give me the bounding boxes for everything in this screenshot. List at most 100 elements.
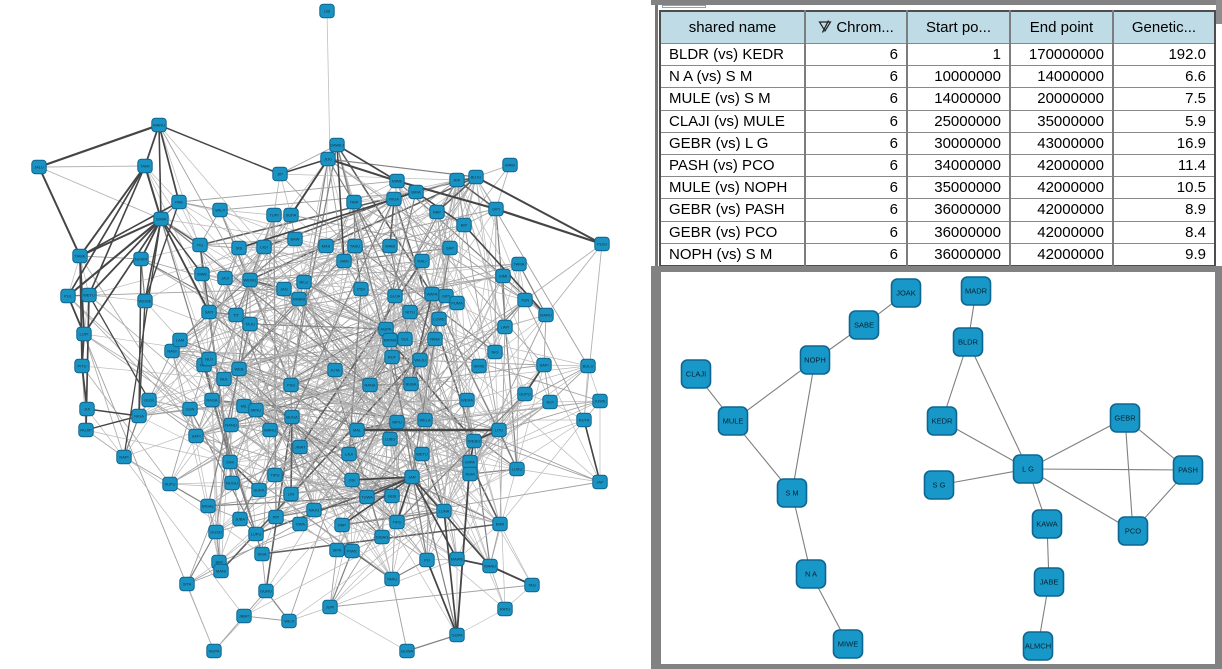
svg-text:NASI: NASI xyxy=(167,349,176,354)
svg-text:GISAG: GISAG xyxy=(376,535,389,540)
svg-text:RIP: RIP xyxy=(454,178,461,183)
svg-text:LIGI: LIGI xyxy=(260,245,268,250)
svg-text:LIB: LIB xyxy=(324,9,330,14)
svg-text:NIWE: NIWE xyxy=(392,179,403,184)
svg-text:GUWA: GUWA xyxy=(401,649,414,654)
svg-text:LUBU: LUBU xyxy=(385,437,396,442)
svg-text:PIGI: PIGI xyxy=(287,383,295,388)
svg-text:SIMIS: SIMIS xyxy=(474,364,485,369)
svg-text:GIPI: GIPI xyxy=(442,294,450,299)
svg-text:SIWE: SIWE xyxy=(197,272,208,277)
svg-text:SAPI: SAPI xyxy=(539,363,548,368)
svg-text:JAMI: JAMI xyxy=(339,259,348,264)
svg-text:WEB: WEB xyxy=(234,367,243,372)
svg-text:PIP: PIP xyxy=(273,515,280,520)
svg-text:TAJU: TAJU xyxy=(245,322,255,327)
svg-text:SAPI: SAPI xyxy=(191,434,200,439)
svg-text:WARU: WARU xyxy=(153,123,165,128)
svg-text:TAWE: TAWE xyxy=(74,254,85,259)
svg-text:TIPU: TIPU xyxy=(392,520,401,525)
svg-text:GUN: GUN xyxy=(186,407,195,412)
svg-text:SUPA: SUPA xyxy=(286,213,297,218)
svg-text:WEMU: WEMU xyxy=(244,278,257,283)
svg-text:NUGU: NUGU xyxy=(226,481,238,486)
svg-text:S M: S M xyxy=(785,489,798,498)
svg-text:SISA: SISA xyxy=(257,552,266,557)
svg-text:NUM: NUM xyxy=(465,472,474,477)
svg-text:BILU: BILU xyxy=(300,280,309,285)
svg-text:JIJU: JIJU xyxy=(324,157,332,162)
svg-text:GIMI: GIMI xyxy=(499,274,508,279)
svg-text:JUTA: JUTA xyxy=(330,368,340,373)
svg-text:TIG: TIG xyxy=(197,243,204,248)
svg-text:GIWA: GIWA xyxy=(156,217,167,222)
svg-text:BIP: BIP xyxy=(461,223,468,228)
svg-text:GURU: GURU xyxy=(260,589,272,594)
svg-text:LAJI: LAJI xyxy=(345,452,353,457)
svg-text:MADR: MADR xyxy=(965,287,988,296)
svg-text:BUGA: BUGA xyxy=(286,415,298,420)
svg-text:BIMI: BIMI xyxy=(496,522,504,527)
svg-text:JIP: JIP xyxy=(277,172,283,177)
svg-text:ALMCH: ALMCH xyxy=(1025,642,1051,651)
svg-text:LUPU: LUPU xyxy=(251,532,262,537)
svg-text:RABIB: RABIB xyxy=(293,297,305,302)
svg-text:RASA: RASA xyxy=(207,398,218,403)
svg-text:PCO: PCO xyxy=(1125,527,1141,536)
svg-text:WEJI: WEJI xyxy=(284,619,294,624)
svg-text:TIT: TIT xyxy=(233,313,240,318)
svg-text:WANU: WANU xyxy=(484,564,496,569)
svg-text:TARI: TARI xyxy=(350,200,359,205)
svg-text:NAPI: NAPI xyxy=(119,455,128,460)
svg-text:TUPI: TUPI xyxy=(269,213,278,218)
svg-text:PIJ: PIJ xyxy=(424,558,430,563)
svg-text:MANI: MANI xyxy=(216,569,226,574)
svg-text:JUWE: JUWE xyxy=(594,399,606,404)
svg-text:S G: S G xyxy=(933,481,946,490)
svg-text:RUTA: RUTA xyxy=(579,418,590,423)
svg-text:BAW: BAW xyxy=(291,237,300,242)
svg-text:NUPA: NUPA xyxy=(209,649,220,654)
svg-text:JUPI: JUPI xyxy=(326,605,335,610)
svg-text:WAJU: WAJU xyxy=(414,358,425,363)
svg-text:BUJU: BUJU xyxy=(471,175,482,180)
svg-text:NAJU: NAJU xyxy=(309,508,320,513)
svg-text:MULE: MULE xyxy=(723,417,744,426)
svg-text:PUL: PUL xyxy=(64,294,73,299)
svg-text:SURA: SURA xyxy=(253,488,264,493)
svg-text:NIG: NIG xyxy=(491,350,498,355)
svg-text:RALI: RALI xyxy=(418,259,427,264)
svg-text:PUGI: PUGI xyxy=(597,242,607,247)
svg-text:SITA: SITA xyxy=(183,582,192,587)
svg-text:SABE: SABE xyxy=(854,321,874,330)
svg-text:NUSIR: NUSIR xyxy=(135,257,148,262)
svg-text:JUBA: JUBA xyxy=(235,517,246,522)
svg-text:WERA: WERA xyxy=(461,398,473,403)
svg-text:LUSU: LUSU xyxy=(512,467,523,472)
svg-text:JIJI: JIJI xyxy=(84,407,90,412)
svg-text:JAJI: JAJI xyxy=(221,276,229,281)
svg-text:GUJA: GUJA xyxy=(390,294,401,299)
svg-text:NUB: NUB xyxy=(388,494,397,499)
svg-text:WEWE: WEWE xyxy=(139,299,152,304)
svg-text:BUBA: BUBA xyxy=(406,382,417,387)
svg-text:GUPA: GUPA xyxy=(451,633,462,638)
svg-text:WABI: WABI xyxy=(385,244,395,249)
svg-text:SINI: SINI xyxy=(226,460,234,465)
svg-text:MARU: MARU xyxy=(540,313,552,318)
svg-text:CLAJI: CLAJI xyxy=(686,370,706,379)
svg-text:SATI: SATI xyxy=(205,310,214,315)
svg-text:MAWE: MAWE xyxy=(451,557,464,562)
svg-text:GUPU: GUPU xyxy=(519,392,531,397)
svg-text:SIS: SIS xyxy=(236,246,243,251)
svg-text:MIL: MIL xyxy=(241,404,248,409)
svg-text:WELA: WELA xyxy=(419,418,431,423)
svg-text:RUJIP: RUJIP xyxy=(80,428,92,433)
svg-text:TAMA: TAMA xyxy=(514,262,525,267)
svg-text:WEJI: WEJI xyxy=(215,208,225,213)
svg-text:GUSI: GUSI xyxy=(144,398,154,403)
svg-text:BIM: BIM xyxy=(215,560,222,565)
svg-text:PUMA: PUMA xyxy=(451,301,463,306)
svg-text:JISI: JISI xyxy=(349,478,356,483)
svg-text:MIPA: MIPA xyxy=(465,460,475,465)
